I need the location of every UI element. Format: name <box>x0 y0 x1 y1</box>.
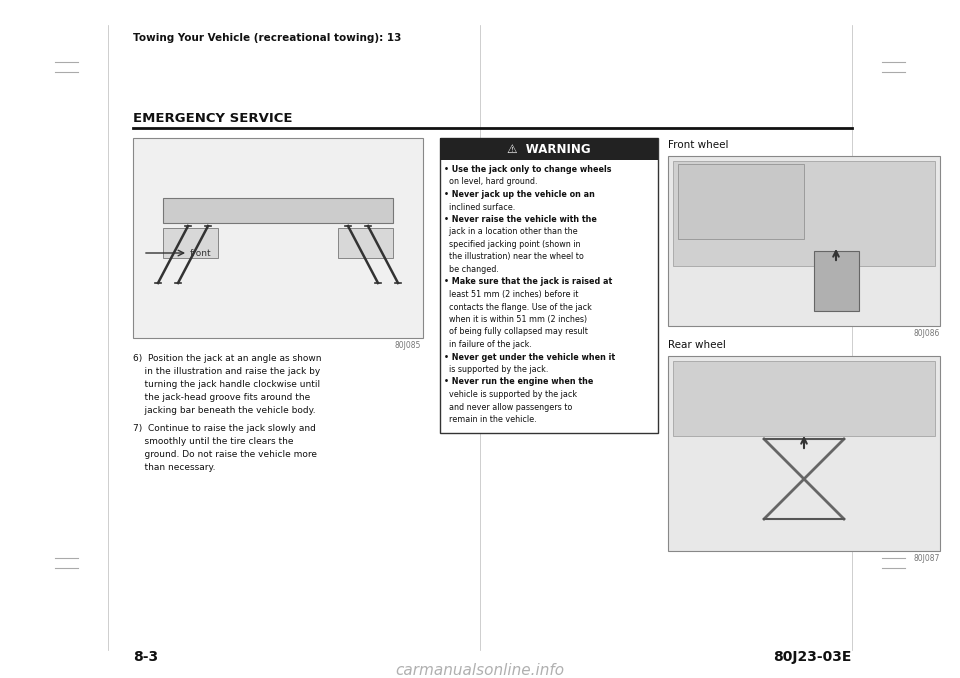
Text: than necessary.: than necessary. <box>133 463 215 472</box>
Text: 80J23-03E: 80J23-03E <box>774 650 852 664</box>
Text: vehicle is supported by the jack: vehicle is supported by the jack <box>444 390 577 399</box>
Text: in the illustration and raise the jack by: in the illustration and raise the jack b… <box>133 367 321 376</box>
Text: 8-3: 8-3 <box>133 650 158 664</box>
Bar <box>163 228 218 258</box>
Text: is supported by the jack.: is supported by the jack. <box>444 365 548 374</box>
Text: inclined surface.: inclined surface. <box>444 203 516 212</box>
Bar <box>678 164 804 239</box>
Text: 80J085: 80J085 <box>395 341 421 350</box>
Bar <box>668 156 940 326</box>
Text: • Never jack up the vehicle on an: • Never jack up the vehicle on an <box>444 190 595 199</box>
Text: smoothly until the tire clears the: smoothly until the tire clears the <box>133 437 294 446</box>
Text: on level, hard ground.: on level, hard ground. <box>444 178 538 186</box>
Text: Rear wheel: Rear wheel <box>668 340 726 350</box>
Text: remain in the vehicle.: remain in the vehicle. <box>444 415 537 424</box>
Text: 7)  Continue to raise the jack slowly and: 7) Continue to raise the jack slowly and <box>133 424 316 433</box>
Text: carmanualsonline.info: carmanualsonline.info <box>396 663 564 678</box>
Text: turning the jack handle clockwise until: turning the jack handle clockwise until <box>133 380 320 389</box>
Text: the illustration) near the wheel to: the illustration) near the wheel to <box>444 252 584 262</box>
Bar <box>673 161 935 266</box>
Text: when it is within 51 mm (2 inches): when it is within 51 mm (2 inches) <box>444 315 588 324</box>
FancyBboxPatch shape <box>133 138 423 338</box>
Text: • Use the jack only to change wheels: • Use the jack only to change wheels <box>444 165 612 174</box>
Bar <box>440 138 658 160</box>
Text: specified jacking point (shown in: specified jacking point (shown in <box>444 240 581 249</box>
Text: ⚠  WARNING: ⚠ WARNING <box>507 142 590 155</box>
Bar <box>668 356 940 551</box>
Text: of being fully collapsed may result: of being fully collapsed may result <box>444 327 588 336</box>
Text: in failure of the jack.: in failure of the jack. <box>444 340 532 349</box>
Text: • Never raise the vehicle with the: • Never raise the vehicle with the <box>444 215 597 224</box>
Text: be changed.: be changed. <box>444 265 499 274</box>
Text: jack in a location other than the: jack in a location other than the <box>444 228 578 237</box>
Text: • Never get under the vehicle when it: • Never get under the vehicle when it <box>444 353 615 361</box>
Text: 80J087: 80J087 <box>914 554 940 563</box>
Text: Front wheel: Front wheel <box>668 140 729 150</box>
Text: 80J086: 80J086 <box>914 329 940 338</box>
Text: • Never run the engine when the: • Never run the engine when the <box>444 378 593 386</box>
Text: contacts the flange. Use of the jack: contacts the flange. Use of the jack <box>444 302 592 311</box>
Text: ground. Do not raise the vehicle more: ground. Do not raise the vehicle more <box>133 450 317 459</box>
Text: jacking bar beneath the vehicle body.: jacking bar beneath the vehicle body. <box>133 406 316 415</box>
Text: and never allow passengers to: and never allow passengers to <box>444 403 572 412</box>
Text: the jack-head groove fits around the: the jack-head groove fits around the <box>133 393 310 402</box>
Bar <box>814 251 859 311</box>
Text: least 51 mm (2 inches) before it: least 51 mm (2 inches) before it <box>444 290 578 299</box>
Bar <box>338 228 393 258</box>
Text: EMERGENCY SERVICE: EMERGENCY SERVICE <box>133 112 293 125</box>
Bar <box>163 198 393 223</box>
Bar <box>673 361 935 436</box>
Text: Towing Your Vehicle (recreational towing): 13: Towing Your Vehicle (recreational towing… <box>133 33 401 43</box>
Text: • Make sure that the jack is raised at: • Make sure that the jack is raised at <box>444 277 612 287</box>
Text: 6)  Position the jack at an angle as shown: 6) Position the jack at an angle as show… <box>133 354 322 363</box>
Text: front: front <box>190 249 211 258</box>
Bar <box>440 138 658 433</box>
